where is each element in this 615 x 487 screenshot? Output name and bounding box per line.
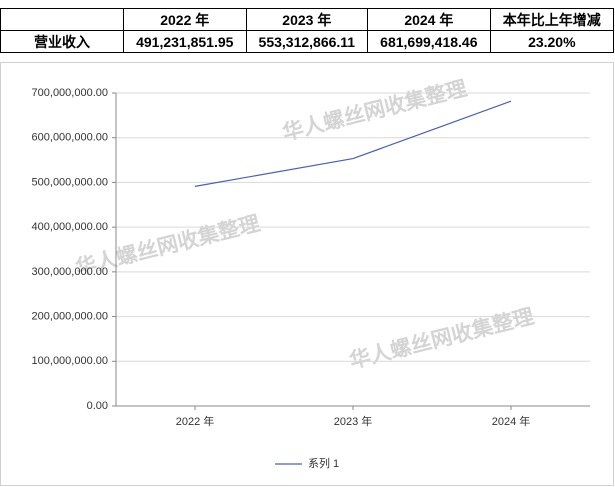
x-tick-label: 2024 年 xyxy=(492,414,531,428)
y-tick-label: 0.00 xyxy=(87,400,108,412)
header-cell: 2024 年 xyxy=(367,8,491,31)
header-cell: 2022 年 xyxy=(123,8,247,31)
empty-cell xyxy=(0,8,124,31)
y-tick-label: 700,000,000.00 xyxy=(32,87,108,99)
data-row: 营业收入 491,231,851.95 553,312,866.11 681,6… xyxy=(0,30,615,53)
x-tick-label: 2023 年 xyxy=(334,414,373,428)
cell: 491,231,851.95 xyxy=(123,30,247,53)
header-cell: 2023 年 xyxy=(245,8,369,31)
y-tick-label: 600,000,000.00 xyxy=(32,132,108,144)
y-tick-label: 500,000,000.00 xyxy=(32,176,108,188)
cell: 681,699,418.46 xyxy=(367,30,491,53)
chart-frame xyxy=(0,62,614,486)
y-tick-label: 200,000,000.00 xyxy=(32,310,108,322)
header-cell: 本年比上年增减 xyxy=(489,8,615,31)
legend-label: 系列 1 xyxy=(308,456,339,470)
cell: 23.20% xyxy=(489,30,615,53)
y-tick-label: 100,000,000.00 xyxy=(32,355,108,367)
y-tick-label: 400,000,000.00 xyxy=(32,221,108,233)
header-row: 2022 年 2023 年 2024 年 本年比上年增减 xyxy=(0,8,615,31)
x-tick-label: 2022 年 xyxy=(176,414,215,428)
chart: 华人螺丝网收集整理 华人螺丝网收集整理 华人螺丝网收集整理 0.00100,00… xyxy=(0,62,614,486)
cell: 553,312,866.11 xyxy=(245,30,369,53)
cell: 营业收入 xyxy=(0,30,124,53)
y-tick-label: 300,000,000.00 xyxy=(32,266,108,278)
data-table: 2022 年 2023 年 2024 年 本年比上年增减 营业收入 491,23… xyxy=(0,8,615,53)
line-series xyxy=(194,100,512,187)
